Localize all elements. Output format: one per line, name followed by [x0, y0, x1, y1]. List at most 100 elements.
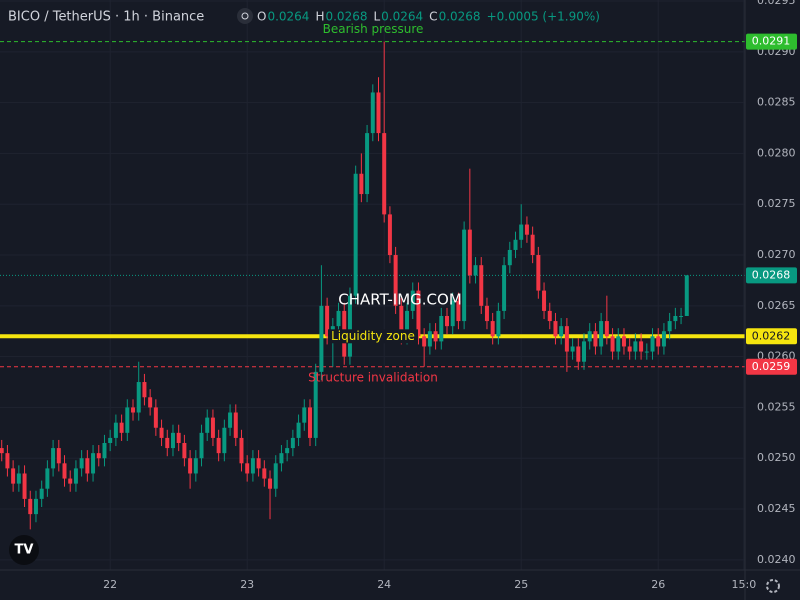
level-annotation: Structure invalidation — [308, 370, 438, 384]
candle-body — [11, 468, 16, 484]
price-label: 0.0262 — [752, 329, 791, 342]
candle-body — [667, 321, 672, 332]
candle-body — [45, 468, 50, 489]
candle-body — [490, 321, 495, 337]
ohlc-value: 0.0264 — [381, 10, 423, 24]
candle-body — [559, 326, 564, 337]
candle-body — [621, 336, 626, 347]
candle-body — [159, 427, 164, 438]
candle-body — [239, 437, 244, 464]
candle-body — [279, 453, 284, 464]
candle-body — [616, 336, 621, 352]
candle-body — [210, 417, 215, 438]
candle-body — [359, 173, 364, 195]
candle-body — [170, 432, 175, 449]
candle-body — [370, 92, 375, 134]
candle-body — [16, 473, 21, 484]
candle-body — [222, 427, 227, 454]
price-label-box — [746, 33, 797, 50]
price-label: 0.0268 — [752, 268, 791, 281]
candle-body — [136, 382, 141, 413]
candle-body — [0, 448, 4, 454]
candle-body — [405, 310, 410, 337]
ohlc-value: 0.0264 — [267, 10, 309, 24]
candle-body — [22, 473, 27, 499]
price-label-box — [746, 358, 797, 375]
candle-body — [644, 351, 649, 353]
tv-logo: TV — [9, 535, 39, 565]
candle-body — [576, 346, 581, 362]
candle-body — [582, 341, 587, 362]
candle-body — [56, 448, 61, 464]
candle-body — [433, 331, 438, 342]
level-annotation: Liquidity zone — [331, 329, 415, 343]
x-tick-label: 22 — [103, 578, 117, 591]
candle-body — [536, 255, 541, 291]
ohlc-change: +0.0005 (+1.90%) — [487, 10, 600, 24]
y-tick-label: 0.0245 — [757, 502, 796, 515]
candle-body — [205, 417, 210, 433]
watermark: CHART-IMG.COM — [338, 291, 462, 309]
candle-body — [285, 448, 290, 454]
candle-body — [79, 458, 84, 469]
settings-icon[interactable] — [766, 579, 780, 593]
candle-body — [462, 229, 467, 322]
candle-body — [51, 448, 56, 469]
price-label: 0.0291 — [752, 35, 791, 48]
candle-body — [542, 290, 547, 311]
price-label-box — [746, 267, 797, 284]
candle-body — [216, 437, 221, 454]
candle-body — [599, 321, 604, 347]
candle-body — [570, 346, 575, 352]
candle-body — [119, 422, 124, 433]
candle-body — [125, 407, 130, 433]
candle-body — [456, 300, 461, 322]
candle-body — [416, 290, 421, 337]
candle-body — [410, 290, 415, 311]
candle-body — [445, 315, 449, 327]
candle-body — [113, 422, 118, 438]
candle-body — [245, 463, 250, 474]
candle-body — [610, 336, 615, 352]
candle-body — [347, 295, 352, 357]
candle-body — [313, 371, 318, 438]
candle-body — [73, 468, 78, 484]
candle-body — [650, 336, 655, 352]
candle-body — [62, 463, 67, 479]
y-tick-label: 0.0275 — [757, 197, 796, 210]
candle-body — [530, 234, 535, 256]
candle-body — [233, 412, 238, 438]
svg-text:TV: TV — [15, 543, 34, 558]
candle-body — [336, 310, 341, 327]
ohlc-value: 0.0268 — [325, 10, 367, 24]
candle-body — [553, 321, 558, 337]
symbol: BICO / TetherUS · 1h · Binance — [8, 10, 204, 25]
candle-body — [502, 265, 507, 311]
candle-body — [639, 341, 644, 352]
candle-body — [5, 453, 10, 469]
candle-body — [564, 326, 569, 352]
candle-body — [484, 305, 489, 322]
level-annotation: Bearish pressure — [323, 22, 424, 36]
candle-body — [679, 315, 684, 317]
x-tick-label: 15:0 — [732, 578, 757, 591]
ohlc-key: H — [315, 10, 324, 24]
candle-body — [228, 412, 233, 428]
candle-body — [296, 422, 301, 438]
candles — [0, 41, 689, 530]
candle-body — [96, 453, 101, 459]
ohlc: O 0.0264 H 0.0268 L 0.0264 C 0.0268 +0.0005 (+1.… — [257, 10, 600, 24]
candle-body — [199, 432, 204, 459]
annotation-bg — [328, 329, 418, 344]
price-label-box — [746, 328, 797, 345]
y-tick-label: 0.0255 — [757, 400, 796, 413]
candle-body — [399, 305, 404, 337]
x-tick-label: 23 — [240, 578, 254, 591]
y-tick-label: 0.0295 — [757, 0, 796, 7]
candle-body — [193, 458, 198, 474]
candle-body — [307, 407, 312, 438]
candle-body — [39, 488, 44, 499]
y-tick-label: 0.0270 — [757, 248, 796, 261]
